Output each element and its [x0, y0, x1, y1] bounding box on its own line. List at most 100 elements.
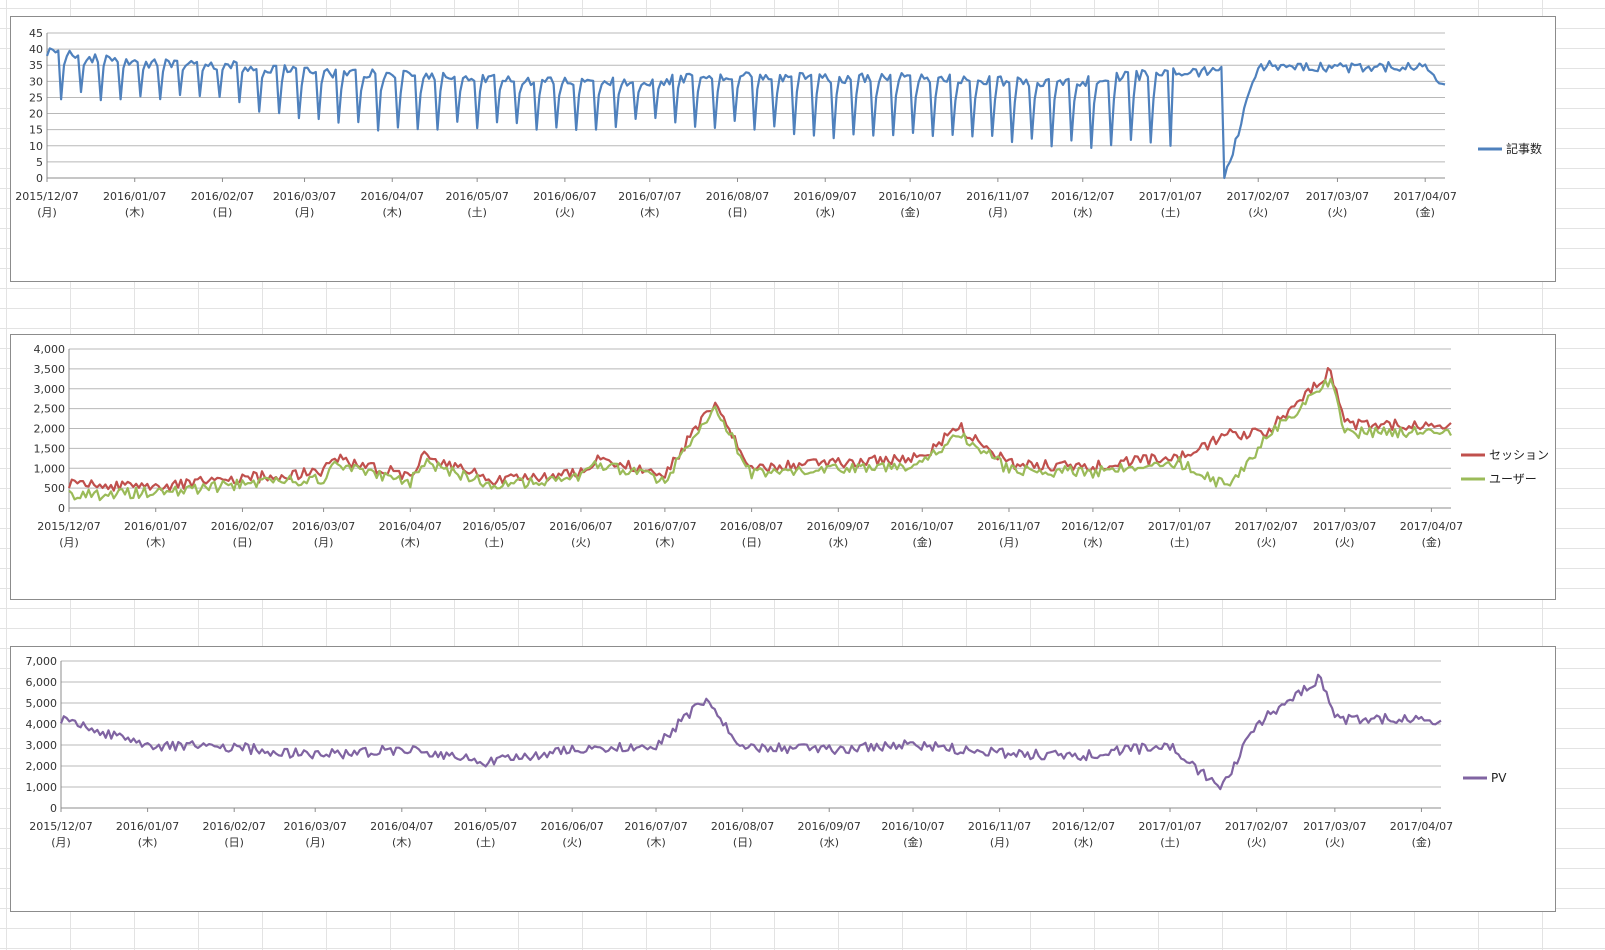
x-tick-label: 2016/01/07	[124, 520, 187, 533]
chart-article-count[interactable]: 0 5 10 15 20 25 30 35 40 45 2015/12/07 (月) 2016/01/0…	[10, 16, 1556, 282]
x-tick-weekday: (火)	[1325, 836, 1345, 849]
x-tick-label: 2016/09/07	[794, 190, 857, 203]
y-tick-label: 5	[36, 156, 43, 169]
x-tick-label: 2016/10/07	[878, 190, 941, 203]
y-tick-label: 3,000	[34, 383, 66, 396]
x-tick-label: 2016/06/07	[533, 190, 596, 203]
x-tick-weekday: (月)	[51, 836, 71, 849]
x-tick-weekday: (月)	[314, 536, 334, 549]
chart-article-count-svg: 0 5 10 15 20 25 30 35 40 45 2015/12/07 (月) 2016/01/0…	[15, 27, 1542, 219]
y-tick-label: 35	[29, 59, 43, 72]
x-tick-label: 2017/03/07	[1313, 520, 1376, 533]
x-tick-label: 2016/03/07	[284, 820, 347, 833]
y-tick-label: 1,500	[34, 442, 66, 455]
y-tick-label: 10	[29, 140, 43, 153]
y-tick-label: 3,000	[26, 739, 58, 752]
x-tick-weekday: (水)	[1073, 206, 1093, 219]
legend-label: セッション	[1489, 448, 1549, 462]
y-tick-label: 0	[58, 502, 65, 515]
y-tick-label: 4,000	[26, 718, 58, 731]
x-tick-label: 2015/12/07	[37, 520, 100, 533]
x-tick-label: 2016/11/07	[966, 190, 1029, 203]
x-tick-weekday: (木)	[655, 536, 675, 549]
x-tick-label: 2016/12/07	[1061, 520, 1124, 533]
x-tick-weekday: (木)	[640, 206, 660, 219]
x-tick-label: 2016/12/07	[1052, 820, 1115, 833]
x-tick-weekday: (土)	[467, 206, 487, 219]
x-tick-label: 2016/04/07	[361, 190, 424, 203]
x-tick-label: 2016/07/07	[624, 820, 687, 833]
y-tick-label: 2,000	[26, 760, 58, 773]
x-tick-weekday: (火)	[555, 206, 575, 219]
y-tick-label: 0	[36, 172, 43, 185]
x-tick-weekday: (日)	[213, 206, 233, 219]
x-tick-weekday: (月)	[988, 206, 1008, 219]
x-tick-weekday: (木)	[401, 536, 421, 549]
x-tick-weekday: (土)	[484, 536, 504, 549]
x-tick-label: 2016/09/07	[798, 820, 861, 833]
x-tick-label: 2016/03/07	[273, 190, 336, 203]
x-tick-label: 2017/01/07	[1148, 520, 1211, 533]
x-tick-label: 2015/12/07	[29, 820, 92, 833]
x-tick-weekday: (金)	[912, 535, 932, 549]
x-tick-weekday: (月)	[37, 206, 57, 219]
x-tick-label: 2016/04/07	[370, 820, 433, 833]
x-tick-label: 2016/08/07	[720, 520, 783, 533]
x-tick-weekday: (金)	[1412, 835, 1432, 849]
x-tick-label: 2016/01/07	[103, 190, 166, 203]
x-tick-label: 2016/03/07	[292, 520, 355, 533]
x-tick-weekday: (火)	[1335, 536, 1355, 549]
x-tick-label: 2016/09/07	[807, 520, 870, 533]
chart-pageviews[interactable]: 0 1,000 2,000 3,000 4,000 5,000 6,000 7,000 2015…	[10, 646, 1556, 912]
x-tick-label: 2016/07/07	[633, 520, 696, 533]
series-line-2-0	[59, 673, 1442, 791]
x-tick-label: 2017/02/07	[1225, 820, 1288, 833]
legend-label: ユーザー	[1489, 472, 1537, 486]
x-tick-weekday: (日)	[733, 836, 753, 849]
x-tick-label: 2017/03/07	[1306, 190, 1369, 203]
x-tick-label: 2016/02/07	[211, 520, 274, 533]
x-tick-weekday: (水)	[1074, 836, 1094, 849]
y-tick-label: 40	[29, 43, 43, 56]
x-tick-weekday: (水)	[1083, 536, 1103, 549]
x-tick-weekday: (金)	[900, 205, 920, 219]
x-tick-weekday: (水)	[815, 206, 835, 219]
x-tick-weekday: (日)	[728, 206, 748, 219]
y-tick-label: 25	[29, 91, 43, 104]
y-tick-label: 1,000	[26, 781, 58, 794]
x-tick-label: 2017/02/07	[1235, 520, 1298, 533]
y-tick-label: 7,000	[26, 655, 58, 668]
chart-sessions-users[interactable]: 0 500 1,000 1,500 2,000 2,500 3,000 3,500 4,000 2…	[10, 334, 1556, 600]
x-tick-weekday: (日)	[742, 536, 762, 549]
x-tick-weekday: (火)	[1248, 206, 1268, 219]
x-tick-weekday: (火)	[562, 836, 582, 849]
x-tick-label: 2017/04/07	[1390, 820, 1453, 833]
x-tick-label: 2016/10/07	[891, 520, 954, 533]
x-tick-label: 2016/02/07	[191, 190, 254, 203]
x-tick-label: 2015/12/07	[15, 190, 78, 203]
x-tick-label: 2017/03/07	[1303, 820, 1366, 833]
x-tick-weekday: (土)	[1170, 536, 1190, 549]
x-tick-label: 2016/12/07	[1051, 190, 1114, 203]
chart-pageviews-svg: 0 1,000 2,000 3,000 4,000 5,000 6,000 7,000 2015…	[26, 655, 1508, 849]
x-tick-label: 2017/04/07	[1400, 520, 1463, 533]
x-tick-weekday: (金)	[1415, 205, 1435, 219]
x-tick-weekday: (水)	[829, 536, 849, 549]
x-tick-label: 2016/08/07	[711, 820, 774, 833]
series-line-1-1	[68, 377, 1452, 502]
x-tick-weekday: (木)	[146, 536, 166, 549]
x-tick-weekday: (木)	[392, 836, 412, 849]
x-tick-weekday: (木)	[646, 836, 666, 849]
legend-label: PV	[1491, 771, 1507, 785]
x-tick-weekday: (月)	[990, 836, 1010, 849]
x-tick-weekday: (土)	[1161, 206, 1181, 219]
x-tick-label: 2017/01/07	[1138, 820, 1201, 833]
y-tick-label: 15	[29, 124, 43, 137]
y-tick-label: 30	[29, 75, 43, 88]
x-tick-weekday: (月)	[59, 536, 79, 549]
x-tick-label: 2016/05/07	[463, 520, 526, 533]
x-tick-label: 2017/04/07	[1393, 190, 1456, 203]
x-tick-label: 2016/11/07	[968, 820, 1031, 833]
y-tick-label: 1,000	[34, 462, 66, 475]
x-tick-weekday: (日)	[224, 836, 244, 849]
